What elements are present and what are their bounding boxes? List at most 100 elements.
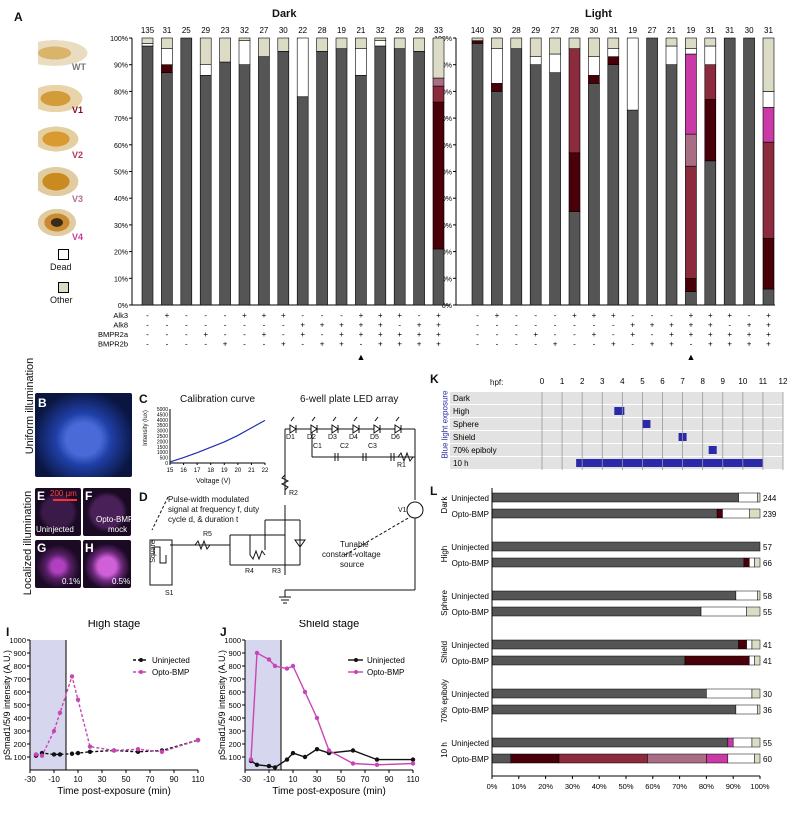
i-xtick-label-6: 90 bbox=[170, 775, 179, 784]
a-geno-0-0-11: + bbox=[359, 311, 364, 320]
a-geno-1-2-12: + bbox=[708, 330, 713, 339]
r4-label: R4 bbox=[245, 568, 254, 575]
a-geno-1-1-11: + bbox=[689, 321, 694, 330]
a-geno-0-1-9: + bbox=[320, 321, 325, 330]
j-ytick-label-2: 300 bbox=[228, 727, 241, 736]
j-xtick-label-6: 90 bbox=[385, 775, 394, 784]
j-point-0-9 bbox=[350, 748, 356, 753]
a-bar-0-4-Other bbox=[219, 37, 231, 63]
a-n-label-1-0: 140 bbox=[471, 26, 485, 35]
v1-label: V1 bbox=[398, 507, 407, 514]
i-xtick-label-3: 30 bbox=[98, 775, 107, 784]
a-ytick-label-1-8: 80% bbox=[438, 89, 452, 96]
a-bar-1-6-WT bbox=[588, 83, 600, 306]
a-bar-1-15-V1 bbox=[762, 237, 775, 290]
i-point-0-6 bbox=[87, 749, 93, 754]
a-ytick-label-1-7: 70% bbox=[438, 116, 452, 123]
a-geno-0-0-2: - bbox=[185, 311, 188, 320]
led-ray-3 bbox=[332, 416, 337, 422]
c-xtick-label-3: 18 bbox=[207, 468, 214, 474]
a-n-label-0-13: 28 bbox=[395, 26, 404, 35]
a-geno-0-3-2: - bbox=[185, 340, 188, 349]
l-seg-7-0 bbox=[491, 655, 686, 666]
i-ylabel: pSmad1/5/9 intensity (A.U.) bbox=[2, 650, 12, 760]
j-ytick-label-0: 100 bbox=[228, 753, 241, 762]
j-point-0-5 bbox=[290, 750, 296, 756]
dead-swatch bbox=[58, 249, 69, 260]
a-geno-0-2-8: + bbox=[300, 330, 305, 339]
a-geno-1-3-15: + bbox=[766, 340, 771, 349]
i-xtick-label-5: 70 bbox=[146, 775, 155, 784]
a-geno-1-2-3: + bbox=[533, 330, 538, 339]
a-bar-1-4-WT bbox=[549, 72, 561, 306]
i-point-1-1 bbox=[39, 753, 45, 758]
r4-symbol bbox=[249, 549, 266, 561]
a-geno-0-2-3: + bbox=[203, 330, 208, 339]
a-bar-0-6-WT bbox=[258, 56, 270, 306]
panel-f-letter: F bbox=[85, 489, 93, 503]
a-bar-1-12-WT bbox=[704, 160, 717, 306]
i-ytick-label-6: 700 bbox=[13, 675, 26, 684]
a-n-label-1-2: 28 bbox=[512, 26, 521, 35]
a-geno-0-1-3: - bbox=[204, 321, 207, 330]
a-geno-1-1-10: + bbox=[669, 321, 674, 330]
phenotype-label-v3: V3 bbox=[72, 194, 84, 204]
a-ytick-label-0-0: 0% bbox=[118, 303, 128, 310]
pSmad-charts: -30 -10 10 30 50 70 90 110 100 200 300 400 500 600 700… bbox=[2, 620, 420, 797]
a-geno-0-2-6: + bbox=[262, 330, 267, 339]
a-geno-1-3-13: + bbox=[727, 340, 732, 349]
a-geno-0-0-12: + bbox=[378, 311, 383, 320]
a-geno-1-2-6: + bbox=[592, 330, 597, 339]
l-seg-8-6 bbox=[751, 688, 761, 699]
circuit-title: 6-well plate LED array bbox=[300, 394, 399, 405]
a-geno-0-2-1: - bbox=[166, 330, 169, 339]
j-xtick-label-2: 10 bbox=[289, 775, 298, 784]
led-symbol-4 bbox=[352, 424, 360, 434]
a-geno-1-0-2: - bbox=[515, 311, 518, 320]
calibration-title: Calibration curve bbox=[180, 394, 256, 405]
a-geno-0-2-9: - bbox=[321, 330, 324, 339]
k-row-label-3: Shield bbox=[453, 433, 475, 442]
a-bar-1-6-V1 bbox=[588, 75, 600, 84]
a-geno-1-3-3: - bbox=[534, 340, 537, 349]
embryo-photo-v2 bbox=[38, 124, 83, 154]
j-point-1-8 bbox=[326, 748, 332, 753]
l-n-label-8: 30 bbox=[763, 690, 772, 699]
l-seg-3-5 bbox=[749, 557, 755, 568]
l-group-label-1: High bbox=[440, 546, 449, 562]
a-n-label-0-12: 32 bbox=[376, 26, 385, 35]
l-seg-0-5 bbox=[738, 492, 758, 503]
c1-label: C1 bbox=[313, 443, 322, 450]
panel-e-photo bbox=[35, 488, 81, 536]
j-xlabel: Time post-exposure (min) bbox=[272, 786, 386, 797]
panel-b-letter: B bbox=[38, 396, 47, 410]
a-bar-0-1-V1 bbox=[161, 64, 173, 74]
a-bar-1-2-WT bbox=[510, 48, 523, 306]
l-n-label-9: 36 bbox=[763, 706, 772, 715]
c2-label: C2 bbox=[340, 443, 349, 450]
l-n-label-1: 239 bbox=[763, 510, 777, 519]
l-xtick-label-5: 50% bbox=[618, 782, 633, 791]
a-geno-1-1-3: - bbox=[534, 321, 537, 330]
a-geno-1-1-8: + bbox=[630, 321, 635, 330]
a-bar-0-10-Other bbox=[335, 37, 348, 49]
i-ytick-label-7: 800 bbox=[13, 662, 26, 671]
a-bar-1-3-Other bbox=[529, 37, 542, 57]
l-xtick-label-7: 70% bbox=[672, 782, 687, 791]
a-geno-1-2-15: + bbox=[766, 330, 771, 339]
j-ytick-label-7: 800 bbox=[228, 662, 241, 671]
i-legend-marker-1 bbox=[139, 670, 143, 674]
c-ytick-label-8: 4000 bbox=[157, 418, 168, 424]
a-geno-0-1-6: - bbox=[263, 321, 266, 330]
a-ytick-label-1-4: 40% bbox=[438, 196, 452, 203]
l-group-label-3: Shield bbox=[440, 641, 449, 663]
l-seg-4-6 bbox=[757, 590, 761, 601]
panel-f-photo bbox=[83, 488, 131, 536]
r3-label: R3 bbox=[272, 568, 281, 575]
l-row-label-4: Uninjected bbox=[451, 592, 489, 601]
calibration-chart: 15 16 17 18 19 20 21 22 050010001500200025003000… bbox=[157, 407, 269, 474]
a-row-label-1: Alk8 bbox=[113, 321, 128, 330]
phenotype-label-v4: V4 bbox=[72, 232, 84, 242]
l-xtick-label-10: 100% bbox=[750, 782, 770, 791]
a-n-label-1-13: 31 bbox=[725, 26, 734, 35]
